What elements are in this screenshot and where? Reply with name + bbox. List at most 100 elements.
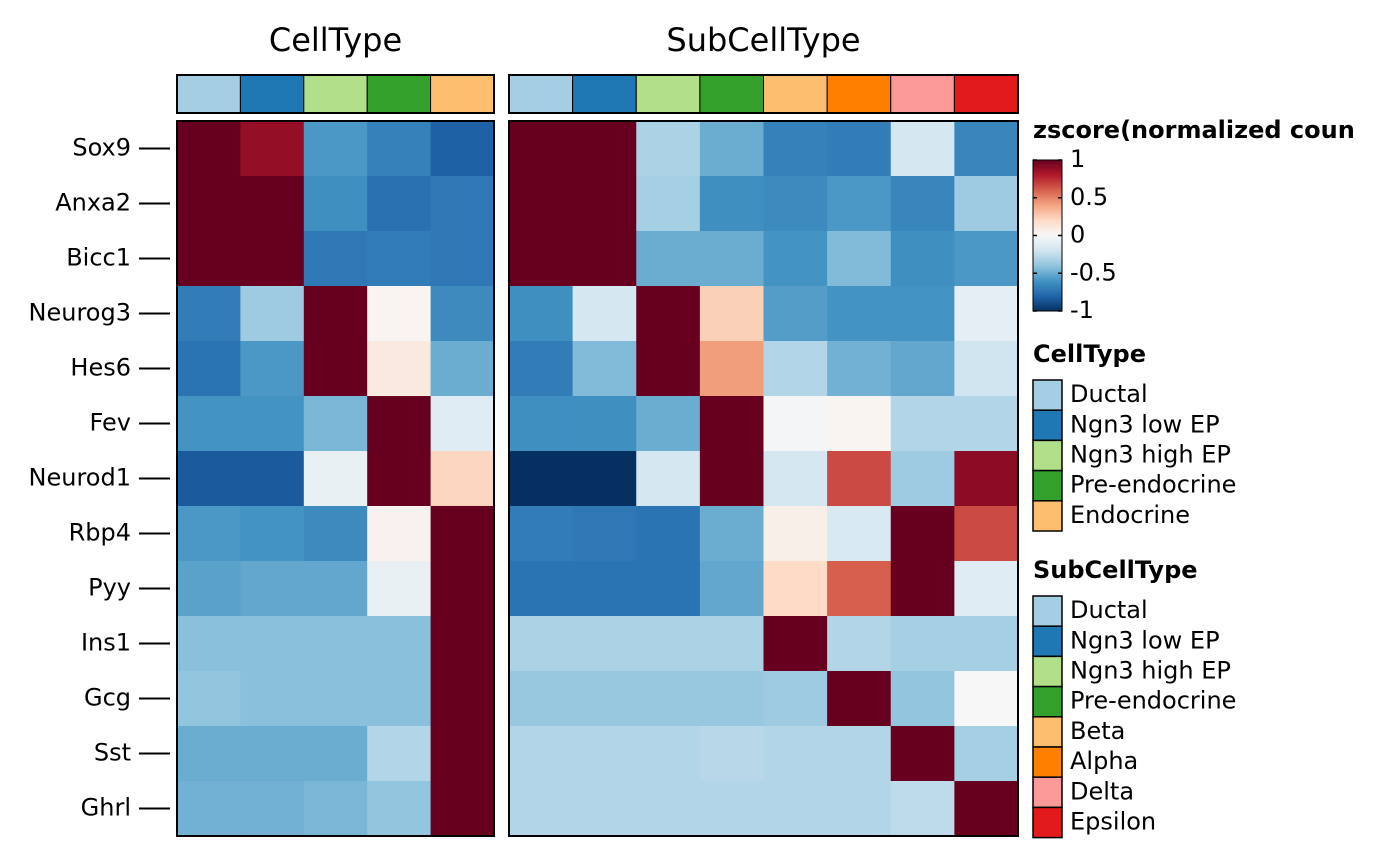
subcelltype-legend-label-pre-endocrine: Pre-endocrine — [1070, 687, 1236, 715]
gene-label-neurod1: Neurod1 — [29, 464, 131, 492]
subcelltype-legend-label-ngn3-low-ep: Ngn3 low EP — [1070, 626, 1220, 654]
subcelltype-cell-fev-alpha — [827, 396, 892, 452]
celltype-cell-hes6-pre-endocrine — [367, 341, 432, 397]
subcelltype-cell-fev-epsilon — [954, 396, 1019, 452]
subcelltype-cell-gcg-alpha — [827, 671, 892, 727]
subcelltype-cell-bicc1-ngn3-high-ep — [636, 231, 701, 287]
heatmap-panels: CellType SubCellType — [176, 21, 1019, 837]
subcelltype-cell-sst-beta — [763, 726, 828, 782]
subcelltype-cell-sst-alpha — [827, 726, 892, 782]
subcelltype-cell-ins1-ductal — [509, 616, 574, 672]
subcelltype-legend-label-delta: Delta — [1070, 777, 1134, 805]
celltype-cell-fev-ductal — [177, 396, 241, 452]
subcelltype-cell-anxa2-ductal — [509, 176, 574, 232]
subcelltype-cell-hes6-beta — [763, 341, 828, 397]
subcelltype-legend-title: SubCellType — [1033, 556, 1198, 584]
subcelltype-panel-title: SubCellType — [666, 21, 860, 59]
celltype-cell-anxa2-ngn3-high-ep — [303, 176, 368, 232]
celltype-annotation-ductal — [176, 74, 241, 114]
celltype-legend-swatch-ductal — [1032, 379, 1063, 411]
celltype-cell-neurog3-ngn3-low-ep — [240, 286, 305, 342]
subcelltype-cell-rbp4-beta — [763, 506, 828, 562]
subcelltype-legend-swatch-delta — [1032, 776, 1063, 809]
subcelltype-cell-bicc1-beta — [763, 231, 828, 287]
subcelltype-cell-anxa2-ngn3-low-ep — [572, 176, 637, 232]
celltype-cell-sox9-pre-endocrine — [367, 121, 432, 177]
celltype-legend-label-ngn3-low-ep: Ngn3 low EP — [1070, 410, 1220, 438]
subcelltype-cell-pyy-ngn3-low-ep — [572, 561, 637, 617]
subcelltype-cell-sst-epsilon — [954, 726, 1019, 782]
celltype-cell-hes6-ngn3-low-ep — [240, 341, 305, 397]
subcelltype-cell-sox9-alpha — [827, 121, 892, 177]
subcelltype-cell-rbp4-epsilon — [954, 506, 1019, 562]
subcelltype-legend-swatch-ngn3-high-ep — [1032, 655, 1063, 688]
subcelltype-cell-ghrl-ngn3-high-ep — [636, 781, 701, 837]
subcelltype-cell-neurod1-ngn3-low-ep — [572, 451, 637, 507]
celltype-annotation-pre-endocrine — [366, 74, 432, 114]
subcelltype-cell-gcg-epsilon — [954, 671, 1019, 727]
celltype-cell-anxa2-pre-endocrine — [367, 176, 432, 232]
celltype-cell-gcg-ngn3-high-ep — [303, 671, 368, 727]
subcelltype-cell-neurod1-beta — [763, 451, 828, 507]
subcelltype-cell-bicc1-epsilon — [954, 231, 1019, 287]
subcelltype-cell-sox9-beta — [763, 121, 828, 177]
subcelltype-cell-ghrl-epsilon — [954, 781, 1019, 837]
celltype-cell-neurog3-pre-endocrine — [367, 286, 432, 342]
subcelltype-cell-neurog3-pre-endocrine — [699, 286, 764, 342]
subcelltype-cell-sst-delta — [890, 726, 955, 782]
celltype-cell-hes6-ngn3-high-ep — [303, 341, 368, 397]
subcelltype-cell-neurod1-delta — [890, 451, 955, 507]
celltype-legend-label-ductal: Ductal — [1070, 380, 1148, 408]
subcelltype-cell-rbp4-pre-endocrine — [699, 506, 764, 562]
subcelltype-cell-ins1-beta — [763, 616, 828, 672]
celltype-legend-label-endocrine: Endocrine — [1070, 501, 1190, 529]
subcelltype-cell-sox9-ngn3-low-ep — [572, 121, 637, 177]
celltype-cell-anxa2-ductal — [177, 176, 241, 232]
subcelltype-annotation-ngn3-high-ep — [635, 74, 701, 114]
celltype-cell-fev-ngn3-low-ep — [240, 396, 305, 452]
celltype-cell-pyy-endocrine — [430, 561, 495, 617]
subcelltype-cell-rbp4-ngn3-high-ep — [636, 506, 701, 562]
celltype-cell-pyy-ductal — [177, 561, 241, 617]
celltype-legend-label-pre-endocrine: Pre-endocrine — [1070, 471, 1236, 499]
subcelltype-cell-bicc1-ductal — [509, 231, 574, 287]
subcelltype-cell-neurod1-pre-endocrine — [699, 451, 764, 507]
gene-label-ins1: Ins1 — [81, 629, 131, 657]
colorbar-tick-label: -0.5 — [1070, 258, 1117, 286]
celltype-cell-neurod1-ngn3-low-ep — [240, 451, 305, 507]
subcelltype-cell-pyy-ductal — [509, 561, 574, 617]
celltype-legend-label-ngn3-high-ep: Ngn3 high EP — [1070, 441, 1231, 469]
gene-label-ghrl: Ghrl — [81, 794, 131, 822]
celltype-panel: CellType — [176, 21, 495, 837]
subcelltype-cell-gcg-beta — [763, 671, 828, 727]
subcelltype-cell-sst-ngn3-high-ep — [636, 726, 701, 782]
gene-label-gcg: Gcg — [84, 684, 131, 712]
celltype-cell-sst-ductal — [177, 726, 241, 782]
subcelltype-cell-pyy-alpha — [827, 561, 892, 617]
colorbar-tick-label: 0.5 — [1070, 183, 1108, 211]
subcelltype-cell-neurog3-ngn3-low-ep — [572, 286, 637, 342]
celltype-annotation-ngn3-high-ep — [303, 74, 368, 114]
celltype-cell-sst-ngn3-high-ep — [303, 726, 368, 782]
celltype-cell-pyy-pre-endocrine — [367, 561, 432, 617]
celltype-cell-neurog3-endocrine — [430, 286, 495, 342]
celltype-cell-hes6-endocrine — [430, 341, 495, 397]
celltype-cell-rbp4-pre-endocrine — [367, 506, 432, 562]
subcelltype-legend-label-alpha: Alpha — [1070, 747, 1138, 775]
celltype-cell-bicc1-ngn3-low-ep — [240, 231, 305, 287]
celltype-cell-bicc1-pre-endocrine — [367, 231, 432, 287]
subcelltype-cell-sox9-pre-endocrine — [699, 121, 764, 177]
celltype-cell-ghrl-pre-endocrine — [367, 781, 432, 837]
subcelltype-annotation-pre-endocrine — [699, 74, 764, 114]
subcelltype-cell-anxa2-beta — [763, 176, 828, 232]
subcelltype-cell-ins1-pre-endocrine — [699, 616, 764, 672]
celltype-legend-swatch-pre-endocrine — [1032, 469, 1063, 502]
subcelltype-legend-swatch-ductal — [1032, 595, 1063, 627]
celltype-cell-anxa2-ngn3-low-ep — [240, 176, 305, 232]
celltype-annotation-ngn3-low-ep — [239, 74, 305, 114]
subcelltype-cell-anxa2-pre-endocrine — [699, 176, 764, 232]
gene-label-hes6: Hes6 — [70, 354, 131, 382]
